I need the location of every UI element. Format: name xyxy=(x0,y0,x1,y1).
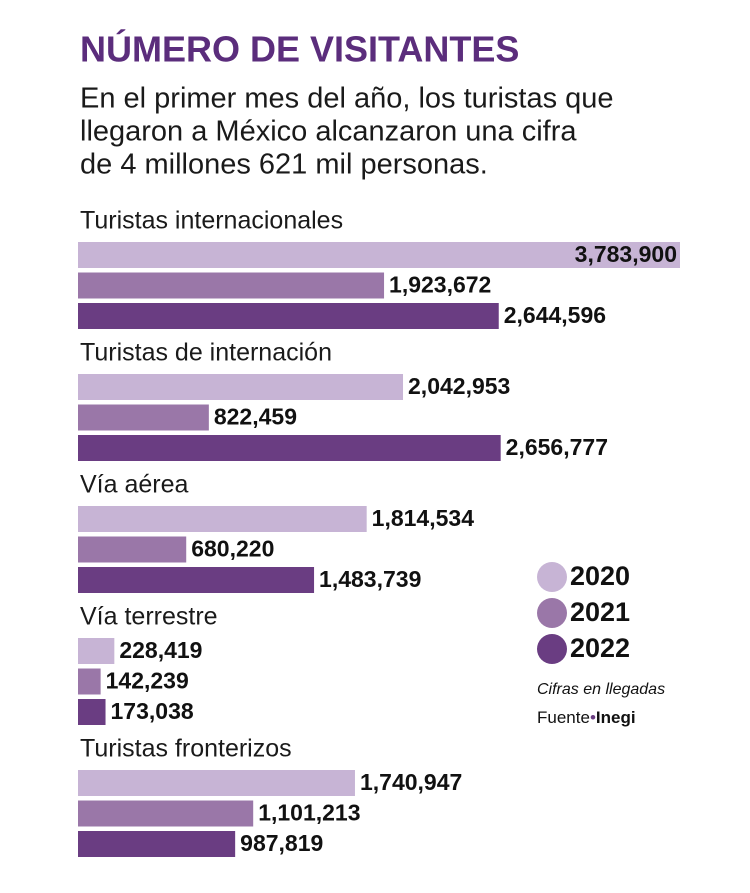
source-name: Inegi xyxy=(596,708,636,727)
bar xyxy=(78,242,680,268)
value-label: 1,101,213 xyxy=(258,800,360,826)
bar xyxy=(78,668,101,695)
bar xyxy=(78,303,499,329)
category-label: Vía terrestre xyxy=(80,603,218,631)
bar xyxy=(78,404,209,431)
value-label: 2,644,596 xyxy=(504,302,606,328)
subtitle: de 4 millones 621 mil personas. xyxy=(80,149,488,181)
bar xyxy=(78,699,106,725)
value-label: 680,220 xyxy=(191,536,274,562)
value-label: 1,740,947 xyxy=(360,769,462,795)
bar xyxy=(78,638,115,664)
source: Fuente•Inegi xyxy=(537,708,636,727)
value-label: 2,656,777 xyxy=(506,434,608,460)
legend-label: 2022 xyxy=(570,633,630,663)
category-label: Vía aérea xyxy=(80,471,189,499)
bar xyxy=(78,770,355,796)
value-label: 142,239 xyxy=(106,668,189,694)
value-label: 987,819 xyxy=(240,830,323,856)
category-label: Turistas internacionales xyxy=(80,207,343,235)
category-label: Turistas de internación xyxy=(80,339,332,367)
category-label: Turistas fronterizos xyxy=(80,735,292,763)
legend-label: 2020 xyxy=(570,561,630,591)
value-label: 1,814,534 xyxy=(372,505,475,531)
legend-label: 2021 xyxy=(570,597,630,627)
value-label: 3,783,900 xyxy=(575,241,677,267)
bar xyxy=(78,272,385,299)
source-label: Fuente xyxy=(537,708,590,727)
bar xyxy=(78,536,187,563)
source-dot: • xyxy=(590,708,596,727)
chart-title: NÚMERO DE VISITANTES xyxy=(80,28,519,70)
value-label: 2,042,953 xyxy=(408,373,510,399)
note: Cifras en llegadas xyxy=(537,681,665,698)
bar xyxy=(78,567,315,593)
bar xyxy=(78,800,254,827)
value-label: 1,923,672 xyxy=(389,272,491,298)
subtitle: En el primer mes del año, los turistas q… xyxy=(80,83,614,115)
bar xyxy=(78,435,501,461)
legend-swatch xyxy=(537,562,567,592)
value-label: 228,419 xyxy=(119,637,202,663)
value-label: 173,038 xyxy=(111,698,194,724)
bar xyxy=(78,506,367,532)
value-label: 1,483,739 xyxy=(319,566,421,592)
bar xyxy=(78,831,236,857)
value-label: 822,459 xyxy=(214,404,297,430)
subtitle: llegaron a México alcanzaron una cifra xyxy=(80,116,577,148)
bar xyxy=(78,374,404,400)
legend-swatch xyxy=(537,598,567,628)
legend-swatch xyxy=(537,634,567,664)
